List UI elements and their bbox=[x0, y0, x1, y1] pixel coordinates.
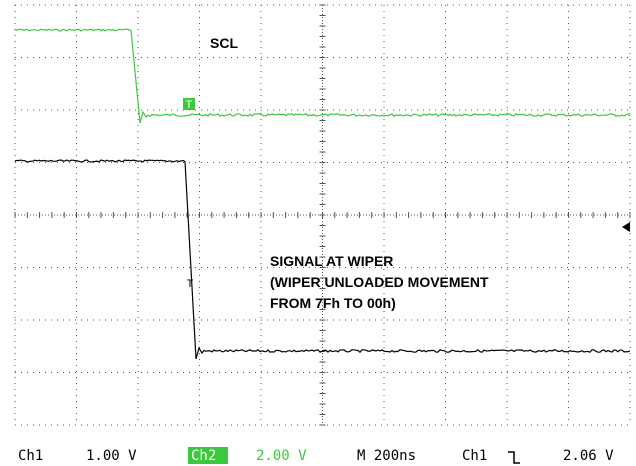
falling-edge-icon bbox=[508, 451, 520, 464]
ch1-marker: T bbox=[187, 278, 194, 290]
ch1-label: Ch1 bbox=[18, 448, 43, 464]
ch1-scale: 1.00 V bbox=[86, 448, 137, 464]
wiper-label-line: (WIPER UNLOADED MOVEMENT bbox=[270, 274, 489, 290]
ch2-scale: 2.00 V bbox=[256, 448, 307, 464]
graticule bbox=[14, 4, 631, 426]
scl-label: SCL bbox=[210, 35, 238, 51]
level-arrow bbox=[622, 222, 630, 232]
ch2-label-box bbox=[188, 447, 228, 464]
trigger-marker-box bbox=[183, 98, 195, 110]
wiper-label-line: SIGNAL AT WIPER bbox=[270, 253, 393, 269]
ch2-trace bbox=[14, 28, 631, 124]
timebase: M 200ns bbox=[357, 448, 416, 464]
ch1-trace bbox=[14, 159, 631, 360]
trigger-source: Ch1 bbox=[462, 448, 487, 464]
ch2-label: Ch2 bbox=[191, 448, 216, 464]
trigger-level: 2.06 V bbox=[563, 448, 614, 464]
trigger-marker: T bbox=[186, 99, 193, 111]
wiper-label-line: FROM 7Fh TO 00h) bbox=[270, 295, 396, 311]
